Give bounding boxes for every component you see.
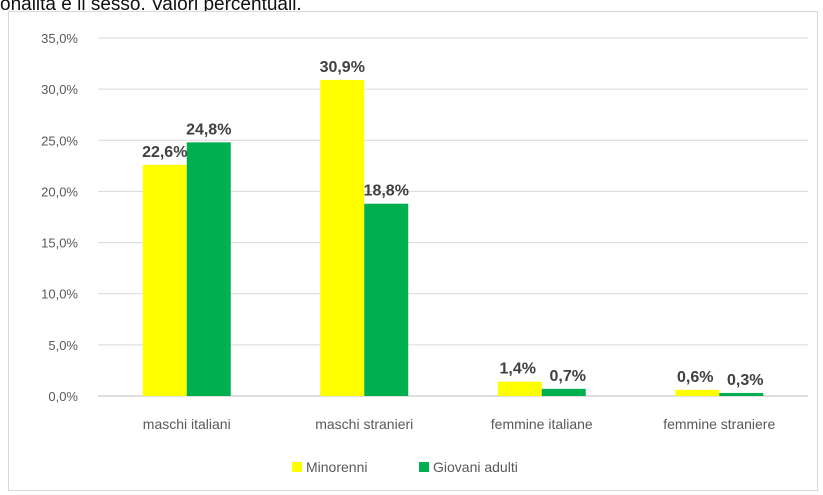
- y-tick-label: 5,0%: [48, 338, 78, 353]
- category-label: femmine italiane: [491, 416, 593, 432]
- bar-giovani-adulti: [186, 142, 231, 396]
- category-label: maschi italiani: [143, 416, 231, 432]
- legend: Minorenni Giovani adulti: [292, 459, 518, 475]
- y-tick-label: 0,0%: [48, 389, 78, 404]
- bar-minorenni: [142, 164, 187, 396]
- data-label: 1,4%: [500, 361, 536, 378]
- y-axis-ticks: 0,0% 5,0% 10,0% 15,0% 20,0% 25,0% 30,0% 35,0%: [41, 31, 78, 404]
- bar-giovani-adulti: [541, 388, 586, 396]
- x-axis-categories: maschi italiani maschi stranieri femmine i…: [143, 416, 776, 432]
- y-tick-label: 20,0%: [41, 184, 78, 199]
- data-label: 0,6%: [677, 369, 713, 386]
- data-label: 22,6%: [142, 144, 187, 161]
- y-tick-label: 10,0%: [41, 287, 78, 302]
- legend-label: Minorenni: [306, 459, 367, 475]
- y-tick-label: 35,0%: [41, 31, 78, 46]
- data-label: 30,9%: [320, 59, 365, 76]
- category-label: femmine straniere: [663, 416, 775, 432]
- bars: [142, 79, 764, 397]
- bar-giovani-adulti: [364, 203, 409, 396]
- y-tick-label: 25,0%: [41, 133, 78, 148]
- legend-swatch: [292, 462, 302, 472]
- y-tick-label: 15,0%: [41, 236, 78, 251]
- legend-swatch: [419, 462, 429, 472]
- bar-minorenni: [675, 389, 720, 396]
- data-label: 0,3%: [727, 372, 763, 389]
- data-label: 18,8%: [364, 183, 409, 200]
- category-label: maschi stranieri: [315, 416, 413, 432]
- bar-minorenni: [320, 79, 365, 397]
- data-label: 0,7%: [550, 368, 586, 385]
- bar-giovani-adulti: [719, 392, 764, 396]
- y-tick-label: 30,0%: [41, 82, 78, 97]
- data-label: 24,8%: [186, 121, 231, 138]
- data-labels: 22,6% 24,8% 30,9% 18,8% 1,4% 0,7% 0,6% 0,3%: [142, 59, 763, 389]
- bar-minorenni: [497, 381, 542, 396]
- legend-label: Giovani adulti: [433, 459, 518, 475]
- chart-caption: onalità e il sesso. Valori percentuali.: [0, 0, 302, 14]
